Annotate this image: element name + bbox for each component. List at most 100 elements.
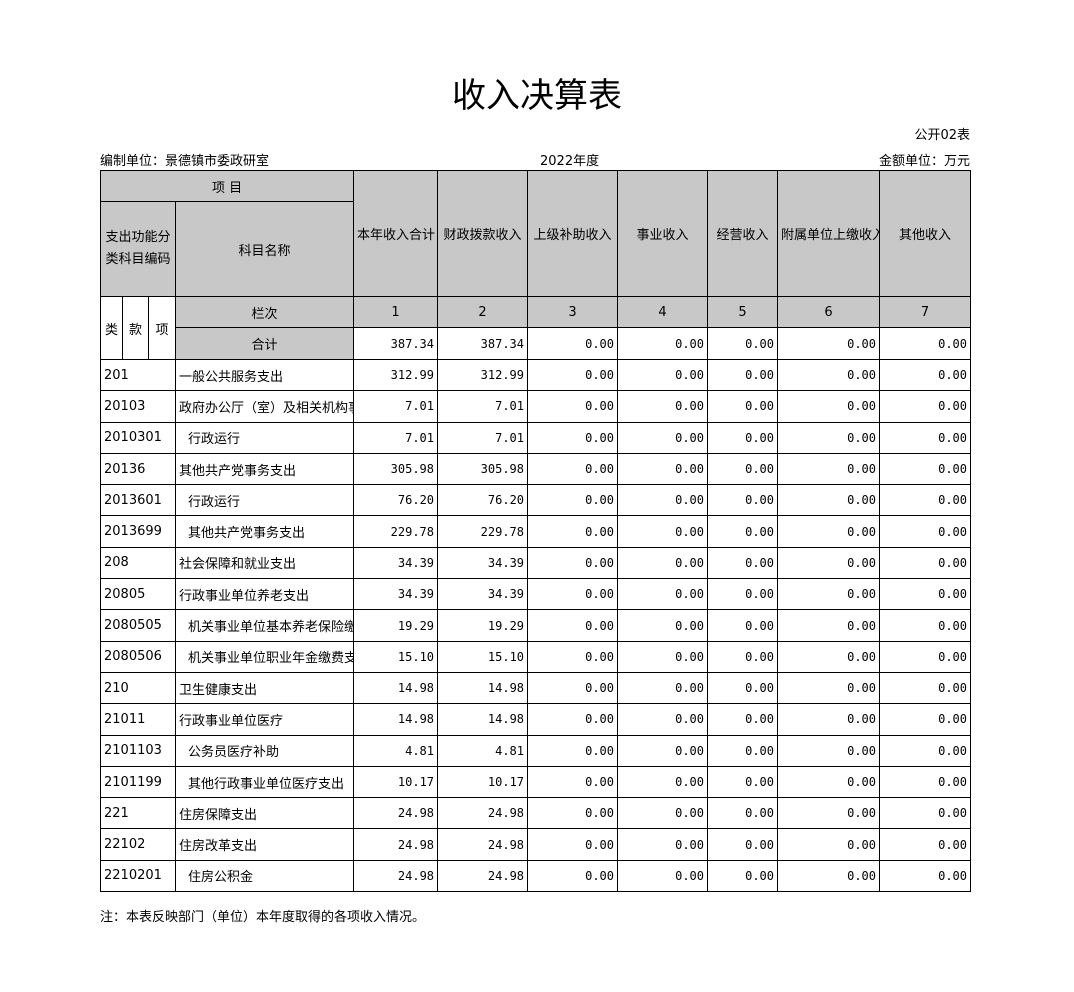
table-row: 项 目本年收入合计 财政拨款收入 上级补助收入 事业收入 经营收入 附属单位上缴收入 其他收… bbox=[99, 170, 972, 297]
amount: 24.98 bbox=[353, 859, 439, 893]
subject-name: 公务员医疗补助 bbox=[174, 734, 355, 767]
subject-name: 住房改革支出 bbox=[174, 828, 355, 861]
subject-code: 21011 bbox=[100, 703, 176, 736]
subject-name: 一般公共服务支出 bbox=[174, 358, 355, 392]
column-index: 3 bbox=[527, 296, 619, 328]
amount: 0.00 bbox=[527, 358, 619, 392]
amount: 0.00 bbox=[527, 797, 619, 830]
total-value: 387.34 bbox=[437, 327, 529, 360]
subject-name: 行政事业单位医疗 bbox=[174, 703, 355, 736]
amount: 0.00 bbox=[879, 578, 972, 611]
income-table: 项 目本年收入合计 财政拨款收入 上级补助收入 事业收入 经营收入 附属单位上缴收入 其他收… bbox=[99, 170, 972, 893]
table-row: 合计 387.34 387.34 0.00 0.00 0.00 0.00 0.00 bbox=[101, 327, 972, 360]
amount: 0.00 bbox=[777, 797, 881, 830]
subject-name: 卫生健康支出 bbox=[174, 671, 355, 705]
level-header: 类 bbox=[100, 296, 123, 360]
column-header: 其他收入 bbox=[879, 170, 972, 297]
column-index: 4 bbox=[617, 296, 709, 328]
amount: 0.00 bbox=[879, 452, 972, 486]
amount: 0.00 bbox=[879, 484, 972, 517]
amount: 0.00 bbox=[527, 609, 619, 642]
subject-code: 208 bbox=[100, 546, 176, 580]
amount: 0.00 bbox=[527, 640, 619, 673]
subject-name: 机关事业单位基本养老保险缴费支出 bbox=[174, 609, 355, 642]
subject-code: 201 bbox=[100, 358, 176, 392]
total-value: 0.00 bbox=[617, 327, 709, 360]
amount: 0.00 bbox=[527, 859, 619, 893]
amount: 0.00 bbox=[707, 578, 779, 611]
amount: 0.00 bbox=[617, 421, 709, 454]
table-row: 20136 其他共产党事务支出 305.98 305.98 0.00 0.00 0.00 0.… bbox=[100, 452, 972, 486]
subject-name: 其他共产党事务支出 bbox=[174, 452, 355, 486]
amount: 24.98 bbox=[437, 828, 529, 861]
amount: 24.98 bbox=[437, 797, 529, 830]
table-row: 210 卫生健康支出 14.98 14.98 0.00 0.00 0.00 0.00 0.00 bbox=[100, 671, 972, 705]
amount: 0.00 bbox=[879, 515, 972, 548]
total-value: 0.00 bbox=[879, 327, 972, 360]
amount: 0.00 bbox=[879, 358, 972, 392]
subject-name: 政府办公厅（室）及相关机构事务 bbox=[174, 390, 355, 423]
amount: 0.00 bbox=[777, 484, 881, 517]
amount: 19.29 bbox=[437, 609, 529, 642]
total-value: 0.00 bbox=[707, 327, 779, 360]
amount: 0.00 bbox=[707, 390, 779, 423]
total-value: 387.34 bbox=[353, 327, 439, 360]
column-header: 经营收入 bbox=[707, 170, 779, 297]
column-header: 本年收入合计 bbox=[353, 170, 439, 297]
subject-code: 2013699 bbox=[100, 515, 176, 548]
table-row: 2013699 其他共产党事务支出 229.78 229.78 0.00 0.00 0.00… bbox=[100, 515, 972, 548]
subject-name: 机关事业单位职业年金缴费支出 bbox=[174, 640, 355, 673]
column-index: 1 bbox=[353, 296, 439, 328]
amount: 0.00 bbox=[617, 703, 709, 736]
amount: 7.01 bbox=[353, 421, 439, 454]
amount: 76.20 bbox=[437, 484, 529, 517]
amount: 0.00 bbox=[617, 546, 709, 580]
amount: 4.81 bbox=[437, 734, 529, 767]
amount: 0.00 bbox=[879, 765, 972, 799]
table-row: 201 一般公共服务支出 312.99 312.99 0.00 0.00 0.00 0.00 0… bbox=[100, 358, 972, 392]
amount: 312.99 bbox=[437, 358, 529, 392]
column-header: 上级补助收入 bbox=[527, 170, 619, 297]
amount: 0.00 bbox=[879, 421, 972, 454]
subject-code: 2080506 bbox=[100, 640, 176, 673]
amount: 0.00 bbox=[527, 703, 619, 736]
currency-unit: 金额单位：万元 bbox=[878, 154, 970, 169]
amount: 0.00 bbox=[777, 421, 881, 454]
amount: 19.29 bbox=[353, 609, 439, 642]
table-row: 类款项栏次 1 2 3 4 5 6 7 bbox=[100, 296, 972, 360]
amount: 0.00 bbox=[527, 578, 619, 611]
amount: 0.00 bbox=[777, 358, 881, 392]
table-row: 2080506 机关事业单位职业年金缴费支出 15.10 15.10 0.00 0.00 0… bbox=[100, 640, 972, 673]
amount: 0.00 bbox=[617, 609, 709, 642]
amount: 0.00 bbox=[707, 859, 779, 893]
header-item: 项 目 bbox=[99, 170, 355, 202]
amount: 0.00 bbox=[879, 640, 972, 673]
amount: 0.00 bbox=[777, 671, 881, 705]
subject-code: 2210201 bbox=[100, 859, 176, 893]
amount: 0.00 bbox=[777, 609, 881, 642]
amount: 0.00 bbox=[777, 546, 881, 580]
amount: 7.01 bbox=[437, 390, 529, 423]
subject-code: 210 bbox=[100, 671, 176, 705]
total-value: 0.00 bbox=[777, 327, 881, 360]
amount: 7.01 bbox=[353, 390, 439, 423]
amount: 34.39 bbox=[353, 546, 439, 580]
amount: 0.00 bbox=[707, 609, 779, 642]
amount: 0.00 bbox=[707, 797, 779, 830]
amount: 10.17 bbox=[437, 765, 529, 799]
amount: 0.00 bbox=[777, 859, 881, 893]
subject-code: 221 bbox=[100, 797, 176, 830]
total-label: 合计 bbox=[174, 327, 355, 360]
subject-name: 行政事业单位养老支出 bbox=[174, 578, 355, 611]
amount: 0.00 bbox=[707, 640, 779, 673]
amount: 24.98 bbox=[353, 797, 439, 830]
amount: 0.00 bbox=[879, 703, 972, 736]
amount: 0.00 bbox=[707, 671, 779, 705]
unit: 编制单位：景德镇市委政研室 bbox=[100, 154, 270, 169]
amount: 0.00 bbox=[707, 703, 779, 736]
amount: 0.00 bbox=[707, 358, 779, 392]
subject-code: 20136 bbox=[100, 452, 176, 486]
amount: 14.98 bbox=[437, 703, 529, 736]
table-row: 22102 住房改革支出 24.98 24.98 0.00 0.00 0.00 0.00 0.0… bbox=[100, 828, 972, 861]
